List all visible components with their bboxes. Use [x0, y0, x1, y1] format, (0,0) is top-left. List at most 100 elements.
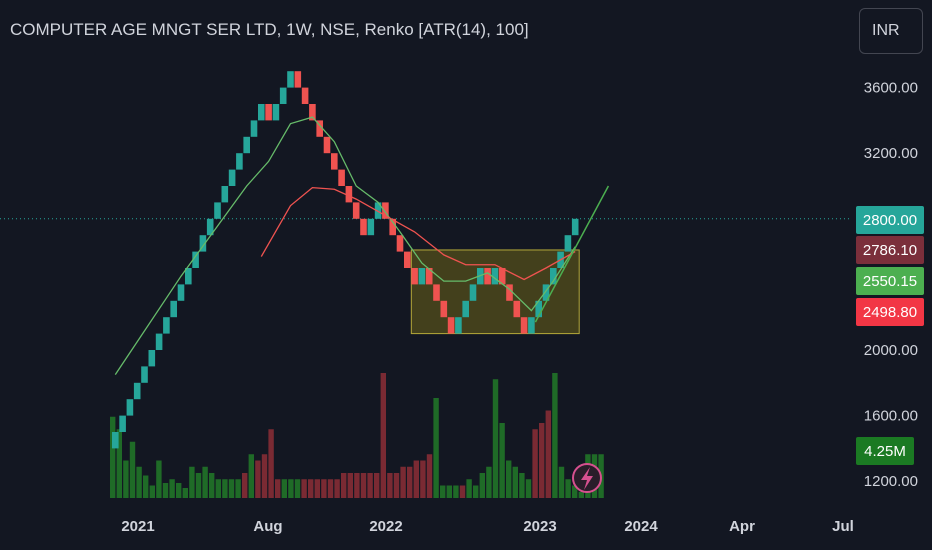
renko-brick	[170, 300, 177, 318]
volume-bar	[572, 485, 578, 498]
price-tag-label: 2498.80	[863, 304, 917, 321]
renko-brick	[513, 300, 521, 318]
renko-brick	[564, 235, 572, 252]
x-tick-label: 2024	[624, 518, 658, 535]
renko-brick	[367, 218, 375, 236]
volume-bar	[525, 479, 532, 498]
renko-brick	[550, 268, 557, 285]
replay-lightning-icon[interactable]	[572, 463, 602, 493]
x-tick-label: Jul	[832, 518, 854, 535]
volume-bar	[393, 473, 400, 498]
volume-bar	[413, 460, 419, 498]
volume-bar	[308, 479, 314, 498]
renko-brick	[301, 87, 309, 104]
renko-brick	[498, 268, 506, 285]
renko-brick	[440, 300, 448, 318]
volume-bar	[209, 473, 215, 498]
volume-bar	[512, 466, 518, 498]
volume-bar	[446, 485, 452, 498]
x-tick-label: Apr	[729, 518, 755, 535]
renko-brick	[185, 268, 192, 285]
volume-bar	[255, 460, 261, 498]
volume-bar	[321, 479, 327, 498]
renko-brick	[484, 268, 491, 285]
volume-bar	[176, 483, 182, 498]
volume-bar	[545, 410, 551, 498]
renko-brick	[148, 350, 156, 367]
renko-brick	[455, 317, 462, 334]
renko-brick	[411, 268, 418, 285]
x-tick-label: 2021	[121, 518, 154, 535]
volume-bar	[288, 479, 294, 498]
renko-brick	[331, 153, 338, 170]
renko-brick	[126, 399, 134, 416]
volume-bar	[281, 479, 287, 498]
volume-bar	[532, 429, 538, 498]
renko-bricks	[112, 71, 579, 449]
renko-brick	[506, 284, 513, 301]
renko-brick	[542, 284, 550, 301]
volume-bar	[327, 479, 334, 498]
renko-brick	[206, 218, 214, 236]
volume-bar	[453, 485, 459, 498]
renko-brick	[352, 202, 360, 219]
volume-bar	[314, 479, 320, 498]
volume-bar	[136, 466, 142, 498]
volume-bar	[123, 460, 129, 498]
volume-bar	[552, 373, 558, 498]
renko-brick	[279, 87, 287, 104]
volume-bar	[294, 479, 301, 498]
volume-bar	[360, 473, 367, 498]
renko-brick	[447, 317, 455, 334]
volume-bar	[565, 479, 571, 498]
y-tick-label: 1600.00	[864, 408, 918, 425]
renko-brick	[462, 300, 469, 318]
renko-brick	[571, 218, 579, 236]
renko-brick	[163, 317, 170, 334]
renko-brick	[272, 104, 280, 121]
renko-brick	[119, 415, 126, 432]
volume-bar	[459, 485, 466, 498]
renko-brick	[199, 235, 207, 252]
time-axis[interactable]: 2021 Aug 2022 2023 2024 Apr Jul	[121, 518, 854, 535]
x-tick-label: 2023	[523, 518, 556, 535]
renko-brick	[112, 432, 119, 449]
volume-bar	[492, 379, 499, 498]
renko-brick	[294, 71, 302, 88]
volume-bar	[334, 479, 340, 498]
renko-brick	[287, 71, 294, 88]
renko-brick	[323, 136, 331, 154]
volume-bars	[110, 373, 604, 498]
volume-bar	[367, 473, 373, 498]
renko-brick	[316, 120, 323, 137]
currency-button[interactable]: INR	[859, 8, 923, 54]
y-tick-label: 2000.00	[864, 342, 918, 359]
x-tick-label: 2022	[369, 518, 402, 535]
renko-brick	[265, 104, 272, 121]
volume-bar	[202, 466, 208, 498]
price-tag-label: 2786.10	[863, 242, 917, 259]
volume-bar	[215, 479, 221, 498]
volume-bar	[440, 485, 446, 498]
volume-bar	[242, 473, 248, 498]
renko-brick	[396, 235, 404, 252]
volume-bar	[222, 479, 228, 498]
renko-brick	[389, 218, 396, 236]
renko-brick	[520, 317, 528, 334]
renko-brick	[141, 366, 148, 383]
volume-bar	[539, 423, 545, 498]
renko-brick	[221, 186, 229, 203]
volume-bar	[341, 473, 347, 498]
price-tag	[856, 236, 924, 264]
y-tick-label: 3200.00	[864, 145, 918, 162]
volume-bar	[116, 429, 122, 498]
price-tags: 2800.00 2786.10 2550.15 2498.80 4.25M	[856, 206, 924, 465]
renko-brick	[374, 202, 382, 219]
renko-brick	[236, 153, 243, 170]
volume-bar	[499, 423, 505, 498]
trend-line[interactable]	[534, 185, 610, 323]
chart-title: COMPUTER AGE MNGT SER LTD, 1W, NSE, Renk…	[10, 20, 529, 39]
volume-bar	[433, 398, 439, 498]
renko-brick	[528, 317, 535, 334]
